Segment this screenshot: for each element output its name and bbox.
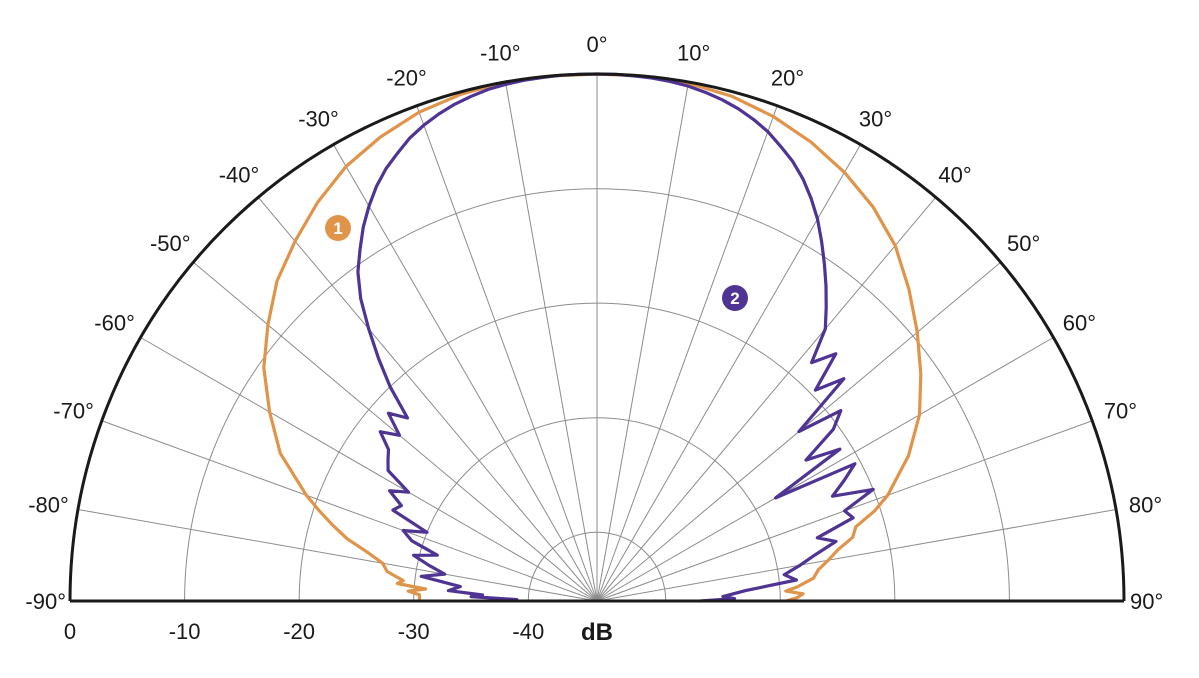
grid-spoke <box>101 420 598 602</box>
series-marker-circle <box>722 285 748 311</box>
angle-tick-label: -70° <box>53 399 94 424</box>
radius-tick-label: -20 <box>283 619 315 644</box>
angle-tick-label: -20° <box>386 66 427 91</box>
grid-spoke <box>504 81 598 602</box>
series-marker-circle <box>325 215 351 241</box>
grid-spoke <box>77 508 598 602</box>
angle-tick-label: 60° <box>1063 311 1096 336</box>
angle-tick-label: 20° <box>771 66 804 91</box>
unit-label: dB <box>581 619 613 646</box>
grid-spoke <box>192 261 598 602</box>
grid-spoke <box>596 196 937 602</box>
radius-tick-label: -30 <box>398 619 430 644</box>
series-2-line <box>356 72 875 603</box>
angle-tick-label: -80° <box>28 492 69 517</box>
series-2-marker: 2 <box>722 285 748 311</box>
angle-tick-label: 40° <box>938 162 971 187</box>
grid-spoke <box>596 105 778 602</box>
angle-tick-labels: -90° -80° -70° -60° -50° -40° -30° -20° -10° 0° 10… <box>25 32 1163 614</box>
angle-tick-label: 50° <box>1007 231 1040 256</box>
angle-tick-label: 80° <box>1129 492 1162 517</box>
angle-tick-label: -90° <box>25 589 66 614</box>
series-marker-label: 1 <box>333 219 342 238</box>
grid-spoke <box>333 144 598 602</box>
grid-spoke <box>596 144 861 602</box>
angle-tick-label: -10° <box>480 41 521 66</box>
series-marker-label: 2 <box>730 289 739 308</box>
angle-tick-label: -50° <box>150 231 191 256</box>
radius-tick-label: 0 <box>64 619 76 644</box>
angle-tick-label: 90° <box>1130 589 1163 614</box>
angle-tick-label: -30° <box>298 107 339 132</box>
polar-frame <box>68 72 1126 603</box>
radius-tick-labels: 0 -10 -20 -30 -40 <box>64 619 544 644</box>
angle-tick-label: 30° <box>859 107 892 132</box>
series-layer: 12 <box>262 72 923 603</box>
radius-tick-label: -40 <box>512 619 544 644</box>
polar-grid <box>77 74 1117 602</box>
grid-spoke <box>257 196 598 602</box>
radius-tick-label: -10 <box>169 619 201 644</box>
angle-tick-label: -60° <box>94 311 135 336</box>
angle-tick-label: -40° <box>219 162 260 187</box>
grid-spoke <box>596 508 1117 602</box>
angle-tick-label: 0° <box>586 32 607 57</box>
series-1-marker: 1 <box>325 215 351 241</box>
angle-tick-label: 70° <box>1104 399 1137 424</box>
outer-arc <box>68 72 1126 602</box>
grid-spoke <box>596 337 1054 602</box>
grid-spoke <box>596 81 690 602</box>
grid-spoke <box>416 105 598 602</box>
angle-tick-label: 10° <box>677 41 710 66</box>
grid-spoke <box>140 337 598 602</box>
